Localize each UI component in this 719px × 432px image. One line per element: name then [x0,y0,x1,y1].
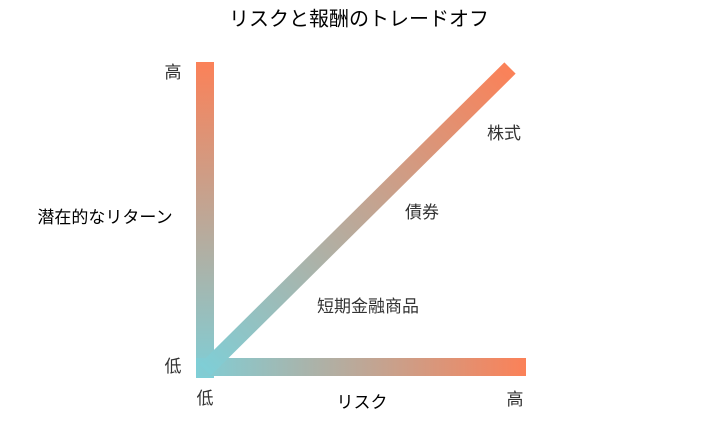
y-axis-bar [196,62,214,378]
x-high: 高 [507,390,524,410]
item-label: 株式 [487,124,521,144]
y-axis-label: 潜在的なリターン [37,208,172,228]
y-high: 高 [165,63,182,83]
item-label: 短期金融商品 [317,297,419,317]
y-low: 低 [165,357,182,377]
x-axis-label: リスク [337,393,388,413]
item-label: 債券 [405,203,439,223]
x-axis-bar [196,358,526,376]
title: リスクと報酬のトレードオフ [229,7,489,31]
x-low: 低 [197,389,214,409]
tradeoff-line [199,62,516,376]
